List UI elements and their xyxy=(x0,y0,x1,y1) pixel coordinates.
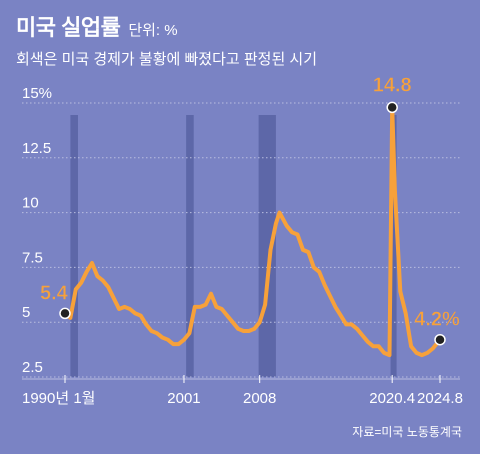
callout-label: 4.2% xyxy=(414,309,460,331)
data-point xyxy=(145,323,147,325)
chart-header: 미국 실업률 단위: % 회색은 미국 경제가 불황에 빠졌다고 판정된 시기 xyxy=(16,10,317,69)
y-tick-label: 7.5 xyxy=(22,249,43,266)
data-point xyxy=(421,354,423,356)
unemployment-series-line xyxy=(63,105,442,358)
data-point xyxy=(134,312,136,315)
data-point xyxy=(340,315,342,317)
data-point xyxy=(91,262,93,264)
data-point xyxy=(205,304,207,306)
data-point xyxy=(150,330,153,332)
data-point xyxy=(102,279,104,282)
data-point xyxy=(140,315,142,317)
y-tick-label: 15% xyxy=(22,85,52,102)
data-point xyxy=(248,330,250,332)
recession-band xyxy=(390,115,397,377)
data-point xyxy=(226,315,228,317)
data-point xyxy=(378,345,380,347)
data-point xyxy=(167,339,169,341)
data-point xyxy=(221,308,223,310)
data-point xyxy=(177,343,180,345)
data-point xyxy=(215,306,218,308)
data-point xyxy=(172,343,174,345)
data-point xyxy=(123,306,126,308)
title-row: 미국 실업률 단위: % xyxy=(16,10,317,42)
callout-label: 14.8 xyxy=(373,74,412,96)
data-point xyxy=(432,347,434,350)
chart-subtitle: 회색은 미국 경제가 불황에 빠졌다고 판정된 시기 xyxy=(16,51,318,68)
data-point xyxy=(356,328,358,330)
x-tick-label: 2001 xyxy=(167,390,200,407)
data-point xyxy=(199,306,201,308)
data-point xyxy=(253,328,255,330)
data-point xyxy=(210,293,212,295)
callout-marker xyxy=(386,101,398,114)
y-tick-label: 12.5 xyxy=(22,140,51,157)
x-tick-label: 1990년 1월 xyxy=(22,390,95,407)
recession-band xyxy=(70,115,78,377)
data-point xyxy=(107,286,109,288)
data-point xyxy=(156,332,158,334)
data-point xyxy=(410,345,412,347)
data-point xyxy=(286,225,288,227)
data-point xyxy=(351,323,353,325)
data-point xyxy=(69,317,72,319)
source-note: 자료=미국 노동통계국 xyxy=(352,425,462,439)
data-point xyxy=(232,321,234,323)
data-point xyxy=(334,306,337,308)
y-tick-label: 2.5 xyxy=(22,359,43,376)
data-point xyxy=(405,312,407,315)
data-point xyxy=(80,282,82,284)
data-point xyxy=(318,271,320,273)
x-tick-label: 2008 xyxy=(243,390,276,407)
data-point xyxy=(361,334,364,336)
data-point xyxy=(313,266,315,268)
data-point xyxy=(188,332,190,334)
data-point xyxy=(302,249,304,251)
data-point xyxy=(307,251,309,253)
data-point xyxy=(345,323,347,325)
y-tick-label: 10 xyxy=(22,195,39,212)
x-tick-label: 2024.8 xyxy=(417,390,463,407)
chart-title: 미국 실업률 xyxy=(16,15,121,40)
data-point xyxy=(296,233,299,236)
data-point xyxy=(194,306,196,308)
callout-marker xyxy=(59,307,71,320)
callout-label: 5.4 xyxy=(40,282,69,304)
data-point xyxy=(75,288,77,290)
data-point xyxy=(161,336,163,339)
data-point xyxy=(329,295,331,297)
data-point xyxy=(399,290,401,293)
data-point xyxy=(237,328,239,330)
data-point xyxy=(291,231,293,233)
data-point xyxy=(415,352,418,354)
data-point xyxy=(86,271,88,273)
callout-marker xyxy=(434,333,446,346)
data-point xyxy=(113,297,115,299)
data-point xyxy=(264,304,266,306)
data-point xyxy=(118,308,120,310)
data-point xyxy=(269,249,272,251)
unit-label: 단위: % xyxy=(128,22,178,39)
data-point xyxy=(183,339,185,341)
data-point xyxy=(367,341,369,343)
data-point xyxy=(275,222,277,225)
data-point xyxy=(383,352,385,354)
y-tick-label: 5 xyxy=(22,304,30,321)
recession-band xyxy=(186,115,194,377)
data-point xyxy=(242,330,245,332)
data-point xyxy=(278,212,281,214)
x-tick-label: 2020.4 xyxy=(369,390,415,407)
data-point xyxy=(426,352,428,354)
data-point xyxy=(129,308,131,310)
data-point xyxy=(259,321,261,323)
data-point xyxy=(372,345,374,347)
data-point xyxy=(323,284,326,286)
data-point xyxy=(388,354,391,356)
data-point xyxy=(96,275,99,277)
data-point xyxy=(394,190,396,192)
